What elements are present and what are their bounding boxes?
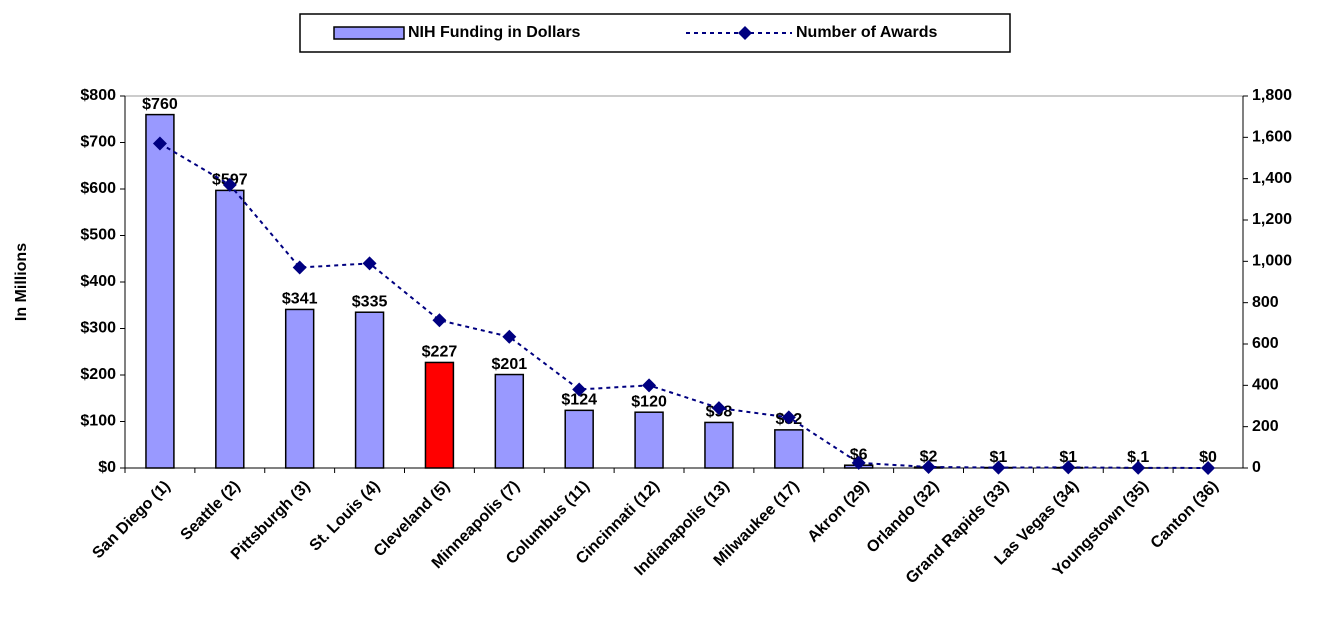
- line: [159, 142, 1209, 469]
- legend-swatch: [333, 26, 405, 40]
- bar: [215, 189, 245, 469]
- marker: [362, 256, 377, 271]
- marker: [152, 136, 167, 151]
- x-tick-label: Orlando (32): [864, 478, 943, 557]
- value-label: $760: [142, 96, 178, 113]
- bar: [494, 373, 525, 469]
- value-label: $124: [561, 392, 597, 409]
- x-tick-label: Akron (29): [805, 478, 873, 546]
- y-tick-label: $200: [80, 366, 116, 383]
- legend-marker: [738, 26, 752, 40]
- value-label: $120: [631, 393, 667, 410]
- y2-tick-label: 1,400: [1252, 170, 1292, 187]
- marker: [1061, 460, 1076, 475]
- marker: [292, 260, 307, 275]
- value-label: $0: [1199, 449, 1217, 466]
- x-tick-label: San Diego (1): [89, 478, 173, 562]
- y2-tick-label: 1,000: [1252, 253, 1292, 270]
- bar: [564, 409, 594, 469]
- marker: [572, 382, 587, 397]
- y2-tick-label: 1,800: [1252, 87, 1292, 104]
- value-label: $341: [282, 291, 318, 308]
- marker: [642, 378, 657, 393]
- marker: [991, 460, 1006, 475]
- marker: [711, 401, 726, 416]
- y-tick-label: $600: [80, 180, 116, 197]
- y2-tick-label: 400: [1252, 377, 1279, 394]
- marker: [502, 329, 517, 344]
- x-tick-label: Canton (36): [1148, 478, 1222, 552]
- value-label: $2: [920, 448, 938, 465]
- y2-tick-label: 0: [1252, 459, 1261, 476]
- marker: [1201, 461, 1216, 475]
- marker: [222, 177, 237, 192]
- y2-tick-label: 800: [1252, 294, 1279, 311]
- y2-tick-label: 200: [1252, 418, 1279, 435]
- y-tick-label: $700: [80, 134, 116, 151]
- bar: [284, 308, 315, 469]
- marker: [921, 459, 936, 474]
- marker: [851, 455, 866, 470]
- y-tick-label: $300: [80, 320, 116, 337]
- bar: [354, 311, 385, 469]
- y-tick-label: $500: [80, 227, 116, 244]
- marker: [432, 313, 447, 328]
- value-label: $.1: [1127, 449, 1149, 466]
- legend-label: NIH Funding in Dollars: [408, 24, 581, 41]
- marker: [1131, 460, 1146, 475]
- value-label: $227: [422, 344, 458, 361]
- bar: [704, 421, 734, 469]
- y-tick-label: $400: [80, 273, 116, 290]
- y-tick-label: $100: [80, 413, 116, 430]
- x-tick-label: Seattle (2): [178, 478, 244, 544]
- bar: [424, 361, 455, 469]
- y2-tick-label: 600: [1252, 335, 1279, 352]
- y-tick-label: $0: [98, 459, 116, 476]
- bar: [145, 113, 175, 469]
- bar: [774, 429, 804, 469]
- y2-tick-label: 1,600: [1252, 129, 1292, 146]
- y-tick-label: $800: [80, 87, 116, 104]
- value-label: $1: [1059, 449, 1077, 466]
- value-label: $201: [492, 356, 528, 373]
- legend-label: Number of Awards: [796, 24, 937, 41]
- x-tick-label: St. Louis (4): [307, 478, 384, 555]
- marker: [781, 410, 796, 425]
- legend-box: [299, 13, 1011, 53]
- y2-tick-label: 1,200: [1252, 211, 1292, 228]
- y-axis-label: In Millions: [13, 243, 30, 321]
- value-label: $335: [352, 293, 388, 310]
- value-label: $1: [990, 449, 1008, 466]
- bar: [634, 411, 664, 469]
